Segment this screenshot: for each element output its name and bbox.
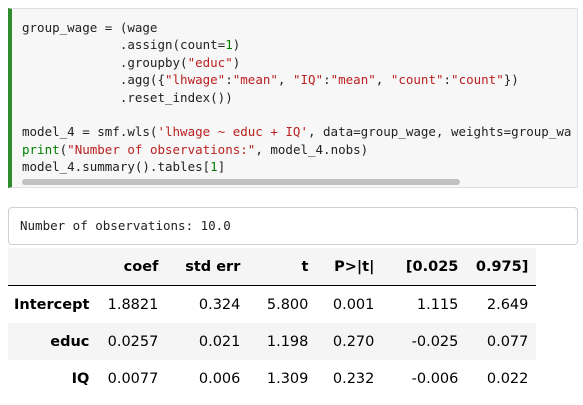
code-line: .reset_index())	[22, 89, 233, 105]
table-cell: 0.324	[198, 296, 241, 313]
table-cell: 0.0257	[107, 333, 159, 350]
code-line: model_4.summary().tables[1]	[22, 159, 226, 175]
table-cell: 0.270	[332, 333, 375, 350]
code-block: group_wage = (wage .assign(count=1) .gro…	[22, 19, 571, 106]
row-label: educ	[50, 333, 90, 350]
column-header: P>|t|	[316, 248, 383, 286]
table-cell: 1.198	[266, 333, 309, 350]
row-label: Intercept	[14, 296, 90, 313]
code-line: model_4 = smf.wls('lhwage ~ educ + IQ', …	[22, 124, 572, 140]
code-block: model_4 = smf.wls('lhwage ~ educ + IQ', …	[22, 123, 571, 175]
scrollbar[interactable]	[22, 179, 460, 185]
table-row: IQ 0.0077 0.006 1.309 0.232 -0.006 0.022	[8, 360, 536, 397]
column-header: [0.025	[382, 248, 467, 286]
code-line: group_wage = (wage	[22, 20, 158, 35]
table-cell: 1.8821	[107, 296, 159, 313]
table-cell: 0.0077	[107, 370, 159, 387]
table-cell: 0.022	[486, 370, 529, 387]
column-header: 0.975]	[466, 248, 537, 286]
table-row: educ 0.0257 0.021 1.198 0.270 -0.025 0.077	[8, 323, 537, 360]
code-line: print("Number of observations:", model_4…	[22, 141, 369, 157]
table-cell: 0.232	[332, 370, 375, 387]
output: Number of observations: 10.0	[8, 207, 578, 245]
corner-cell	[8, 248, 98, 286]
code-cell[interactable]: group_wage = (wage .assign(count=1) .gro…	[8, 8, 578, 188]
header-row: coef std err t P>|t| [0.025 0.975]	[8, 248, 537, 286]
table-body: Intercept 1.8821 0.324 5.800 0.001 1.115 2.649…	[8, 286, 537, 398]
table-cell: 0.001	[332, 296, 375, 313]
column-header: coef	[97, 248, 167, 286]
code-line: .assign(count=1)	[22, 37, 241, 53]
code: group_wage = (wage .assign(count=1) .gro…	[22, 19, 571, 187]
table-cell: 2.649	[486, 296, 529, 313]
table-cell: 0.077	[486, 333, 529, 350]
column-header: std err	[166, 248, 249, 286]
table-cell: -0.006	[411, 370, 459, 387]
table-cell: 1.115	[416, 296, 459, 313]
table-cell: 1.309	[266, 370, 309, 387]
code-line: .agg({"lhwage":"mean", "IQ":"mean", "cou…	[22, 72, 519, 88]
table-row: Intercept 1.8821 0.324 5.800 0.001 1.115 2.649	[8, 286, 536, 324]
row-label: IQ	[71, 370, 90, 387]
summary-table: coef std err t P>|t| [0.025 0.975] Intercept 1…	[8, 248, 537, 398]
column-header: t	[248, 248, 317, 286]
table-cell: 5.800	[266, 296, 309, 313]
table-cell: 0.006	[198, 370, 241, 387]
table-cell: -0.025	[411, 333, 459, 350]
code-line: .groupby("educ")	[22, 54, 241, 70]
table-cell: 0.021	[198, 333, 241, 350]
